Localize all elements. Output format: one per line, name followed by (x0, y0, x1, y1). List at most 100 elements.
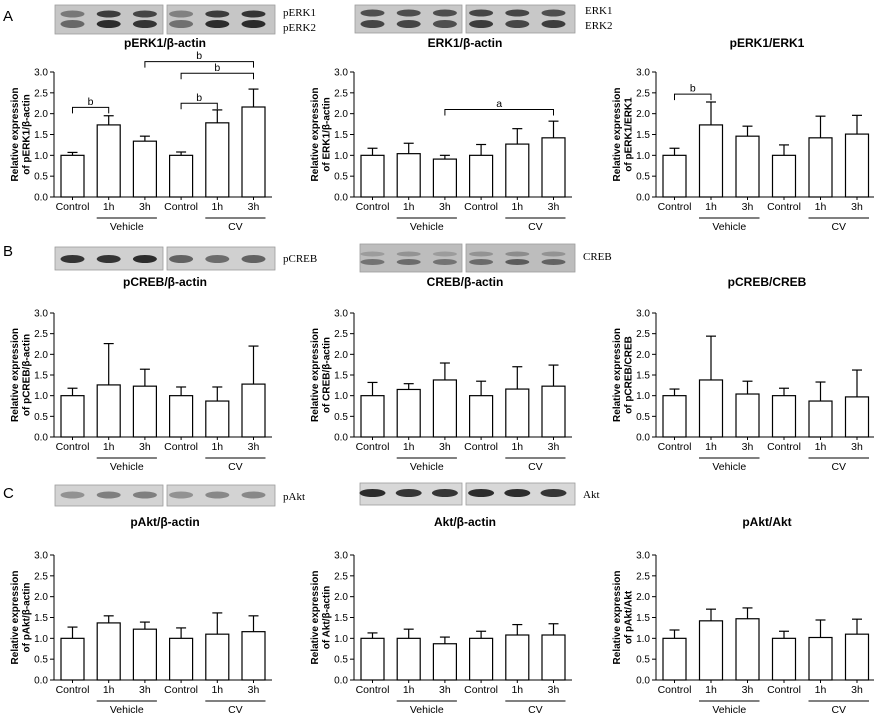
category-label: Control (356, 684, 390, 696)
group-label: CV (528, 221, 543, 233)
group-label: Vehicle (410, 461, 444, 473)
y-tick-label: 0.0 (334, 433, 348, 444)
chart-title: pERK1/ERK1 (730, 36, 805, 50)
y-tick-label: 3.0 (334, 309, 348, 320)
bar (169, 154, 194, 198)
bar (844, 633, 870, 681)
bar (132, 140, 157, 198)
y-tick-label: 1.5 (34, 371, 48, 382)
category-label: 3h (851, 441, 863, 453)
y-tick-label: 0.5 (34, 172, 48, 183)
category-label: 3h (851, 684, 863, 696)
bar (96, 384, 121, 438)
bar-chart-1: pERK1/β-actin Relative expression of pERK1… (10, 36, 272, 233)
group-label: Vehicle (410, 704, 444, 716)
y-tick-label: 3.0 (34, 68, 48, 79)
bar (205, 633, 230, 681)
category-label: 1h (403, 441, 415, 453)
category-label: 3h (139, 201, 151, 213)
chart-title: ERK1/β-actin (428, 36, 503, 50)
bar (205, 122, 230, 198)
blot-band (132, 491, 157, 499)
chart-title: pCREB/CREB (728, 275, 807, 289)
blot-band (395, 489, 422, 497)
y-tick-label: 0.5 (334, 412, 348, 423)
blot-band (169, 20, 194, 28)
category-label: Control (164, 684, 198, 696)
y-tick-label: 0.0 (636, 676, 650, 687)
blot-band-label: pCREB (283, 253, 317, 265)
category-label: 3h (139, 684, 151, 696)
bar (132, 385, 157, 438)
group-label: CV (831, 221, 846, 233)
panel-letter: B (3, 243, 13, 260)
blot-band (60, 491, 85, 499)
y-tick-label: 0.0 (34, 676, 48, 687)
blot-band (541, 259, 566, 265)
blot-band (505, 9, 530, 17)
y-axis-label: of pAkt/Akt (624, 590, 635, 644)
y-tick-label: 1.5 (34, 130, 48, 141)
y-tick-label: 2.0 (334, 592, 348, 603)
group-label: Vehicle (712, 221, 746, 233)
bar (735, 135, 760, 198)
chart-title: pERK1/β-actin (124, 36, 206, 50)
blot-band (132, 20, 157, 28)
y-axis-label: of ERK1/β-actin (322, 97, 333, 171)
blot-band (432, 20, 457, 28)
y-tick-label: 2.5 (636, 329, 650, 340)
category-label: Control (56, 441, 90, 453)
bar (541, 137, 566, 198)
bar (844, 133, 870, 198)
blot-band (504, 489, 531, 497)
category-label: 1h (705, 441, 717, 453)
group-label: Vehicle (110, 704, 144, 716)
blot-band (432, 259, 457, 265)
category-label: 3h (548, 201, 560, 213)
category-label: 1h (403, 201, 415, 213)
y-tick-label: 1.0 (334, 391, 348, 402)
category-label: Control (767, 201, 801, 213)
bar (169, 637, 194, 681)
y-tick-label: 0.5 (334, 172, 348, 183)
category-label: 3h (851, 201, 863, 213)
blot-band (469, 251, 494, 257)
blot-band (505, 20, 530, 28)
blot-band (205, 255, 230, 263)
y-tick-label: 1.5 (334, 371, 348, 382)
group-label: CV (831, 704, 846, 716)
y-tick-label: 1.5 (636, 371, 650, 382)
y-tick-label: 1.5 (334, 130, 348, 141)
y-tick-label: 1.0 (636, 391, 650, 402)
category-label: Control (767, 684, 801, 696)
y-tick-label: 0.5 (636, 655, 650, 666)
y-tick-label: 3.0 (636, 551, 650, 562)
bar (432, 158, 457, 198)
blot-band (60, 10, 85, 18)
y-tick-label: 0.0 (334, 193, 348, 204)
bar (735, 393, 760, 438)
bar (241, 383, 266, 438)
blot-band-label: pERK2 (283, 22, 316, 34)
bar (505, 143, 530, 198)
bar (60, 637, 85, 681)
group-label: Vehicle (110, 461, 144, 473)
bar-chart-5: CREB/β-actin Relative expression of CREB/β… (310, 275, 572, 473)
category-label: Control (658, 201, 692, 213)
y-tick-label: 2.5 (334, 571, 348, 582)
y-tick-label: 1.0 (34, 634, 48, 645)
bar-chart-6: pCREB/CREB Relative expression of pCREB/CR… (612, 275, 874, 473)
bar (360, 395, 385, 438)
significance-label: a (496, 98, 502, 110)
blot-band (60, 255, 85, 263)
category-label: Control (164, 441, 198, 453)
category-label: Control (464, 441, 498, 453)
western-blot: CREB (359, 243, 612, 273)
bar (432, 643, 457, 681)
panel-letter: A (3, 8, 13, 25)
blot-band (359, 489, 386, 497)
blot-strip (354, 4, 463, 34)
category-label: 1h (815, 441, 827, 453)
